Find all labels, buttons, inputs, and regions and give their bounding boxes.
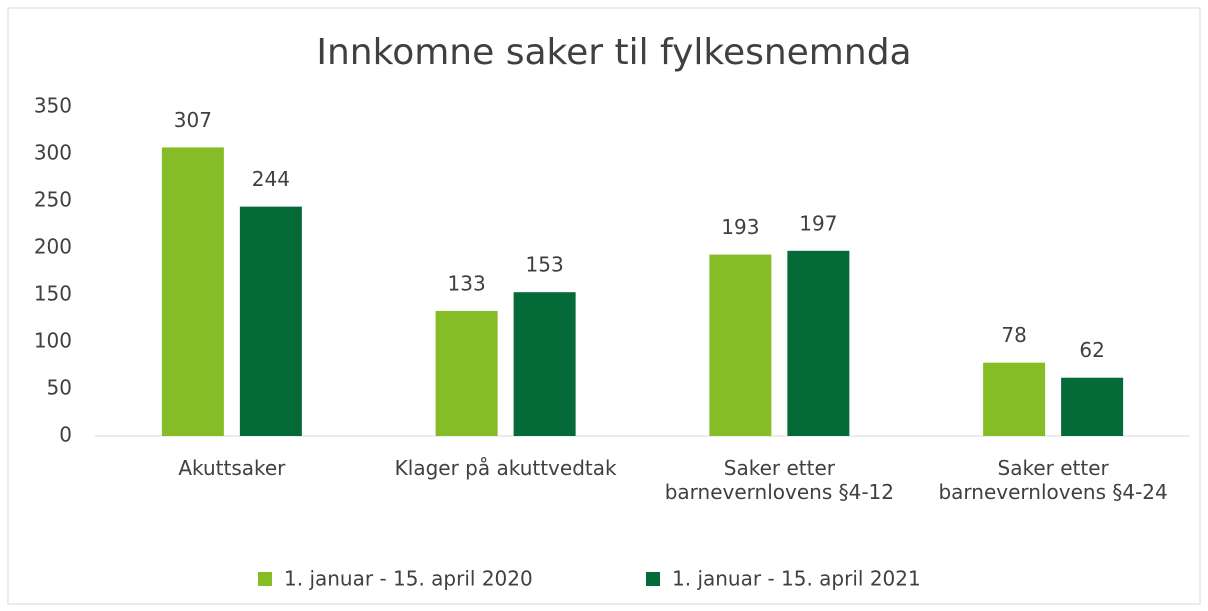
y-tick-label: 100	[34, 329, 72, 353]
data-label: 153	[526, 253, 564, 277]
legend-label: 1. januar - 15. april 2021	[672, 567, 921, 591]
bar	[239, 206, 302, 436]
legend-label: 1. januar - 15. april 2020	[284, 567, 533, 591]
bar	[787, 250, 850, 436]
bar	[1061, 377, 1124, 436]
y-tick-label: 300	[34, 141, 72, 165]
bar	[435, 310, 498, 436]
legend-swatch	[646, 572, 660, 586]
x-tick-label: Saker etter barnevernlovens §4-24	[938, 456, 1168, 504]
x-tick-label: Klager på akuttvedtak	[394, 456, 617, 480]
data-label: 193	[721, 215, 759, 239]
x-tick-label: Saker etter barnevernlovens §4-12	[664, 456, 895, 504]
x-tick-label: Akuttsaker	[178, 456, 286, 480]
data-label: 197	[799, 211, 837, 235]
bar	[709, 254, 772, 436]
y-tick-label: 0	[59, 423, 72, 447]
bar	[513, 292, 576, 436]
legend-swatch	[258, 572, 272, 586]
data-label: 133	[448, 271, 486, 295]
y-tick-label: 50	[47, 376, 72, 400]
chart-title: Innkomne saker til fylkesnemnda	[316, 32, 911, 73]
y-tick-label: 200	[34, 235, 72, 259]
data-label: 244	[252, 167, 290, 191]
y-tick-label: 150	[34, 282, 72, 306]
y-tick-label: 350	[34, 94, 72, 118]
bar	[983, 362, 1046, 436]
data-label: 62	[1079, 338, 1104, 362]
data-label: 307	[174, 108, 212, 132]
bar	[161, 147, 224, 437]
y-tick-label: 250	[34, 188, 72, 212]
data-label: 78	[1001, 323, 1026, 347]
